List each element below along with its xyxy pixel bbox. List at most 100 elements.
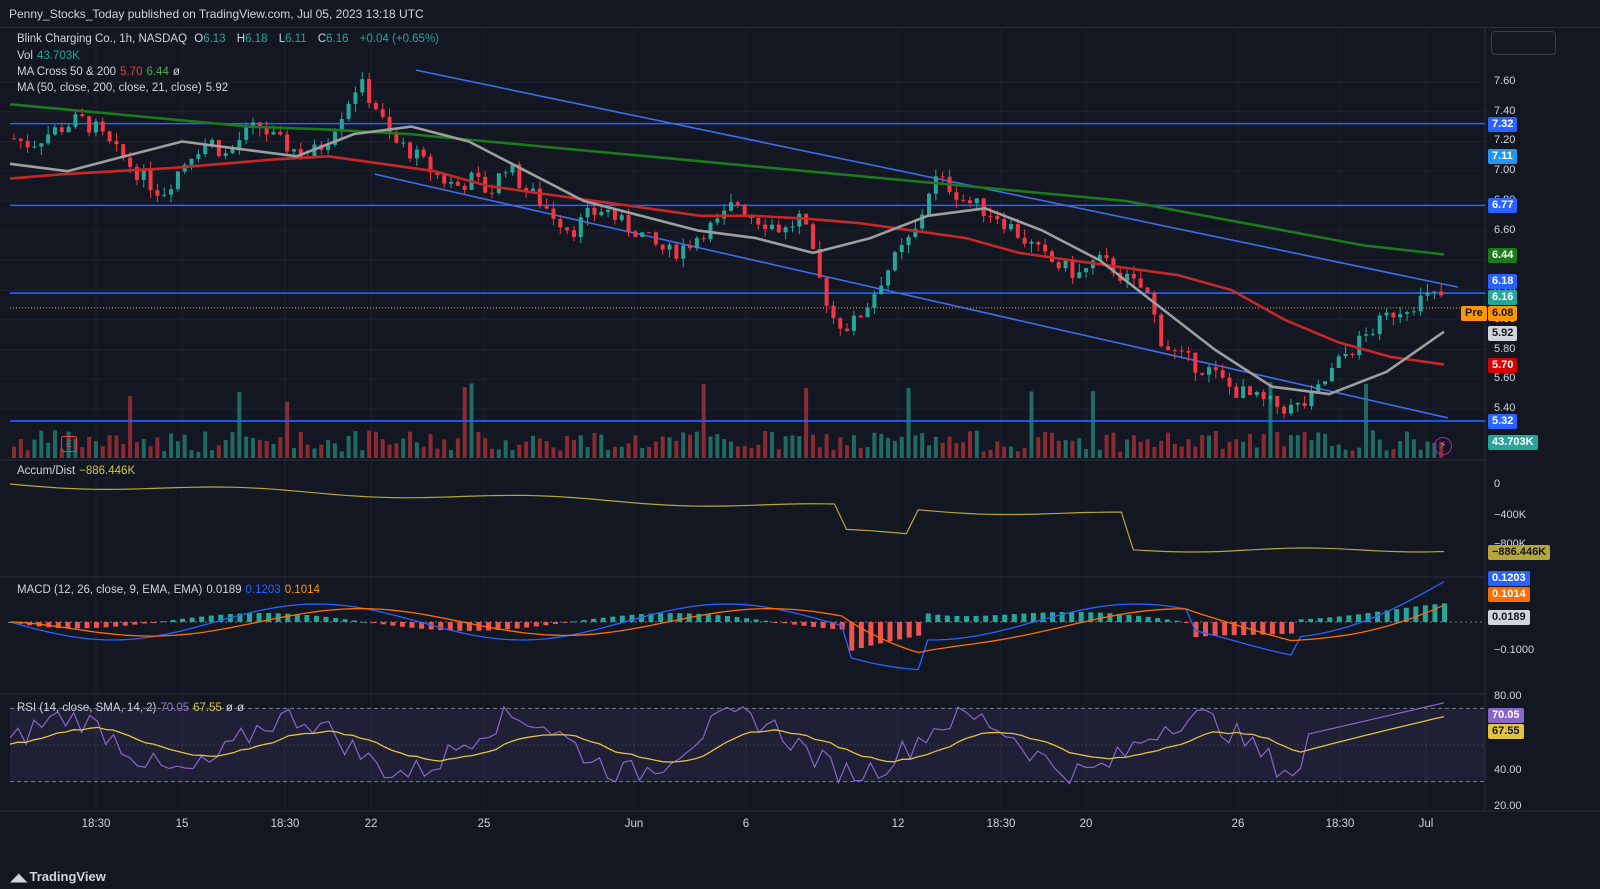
macd-histogram-bar	[1432, 604, 1438, 622]
macd-histogram-bar	[973, 615, 979, 622]
volume-bar	[674, 440, 679, 458]
macd-histogram-bar	[772, 622, 778, 623]
volume-bar	[1063, 440, 1068, 458]
candle-body	[954, 192, 959, 200]
macd-histogram-bar	[600, 617, 606, 622]
candle-body	[845, 328, 850, 331]
horizontal-levels[interactable]	[10, 122, 1485, 422]
candle-body	[1268, 395, 1273, 400]
volume-bar	[1207, 435, 1211, 458]
candle-body	[1070, 260, 1075, 278]
candle-body	[18, 138, 23, 141]
ma-line-2	[9, 125, 1445, 396]
macd-histogram-bar	[1193, 622, 1199, 637]
volume-bar	[633, 435, 638, 458]
volume-bar	[1159, 440, 1164, 458]
flash-icon[interactable]: ⚡	[1434, 437, 1452, 455]
volume-bar	[899, 436, 904, 458]
macd-histogram-bar	[1241, 622, 1247, 635]
ma-cross-legend[interactable]: MA Cross 50 & 200 5.70 6.44 ø	[17, 66, 180, 78]
candle-body	[906, 236, 911, 245]
macd-histogram-bar	[562, 622, 568, 623]
volume-bar	[1015, 451, 1020, 458]
candle-body	[831, 305, 836, 319]
candle-body	[981, 198, 986, 216]
macd-histogram-bar	[399, 622, 405, 627]
ma-legend[interactable]: MA (50, close, 200, close, 21, close) 5.9…	[17, 82, 229, 94]
macd-histogram-bar	[1413, 606, 1419, 622]
candle-body	[128, 157, 133, 167]
macd-histogram-bar	[457, 622, 463, 631]
macd-histogram-bar	[1097, 612, 1103, 622]
tradingview-logo[interactable]: ◢◣ TradingView	[10, 869, 106, 884]
macd-histogram-bar	[46, 622, 52, 628]
candle-body	[688, 245, 693, 249]
macd-histogram-bar	[486, 622, 491, 631]
volume-bar	[517, 444, 522, 458]
macd-histogram-bar	[1078, 612, 1084, 622]
volume-bar	[128, 396, 133, 458]
volume-bar	[449, 449, 454, 458]
volume-bar	[230, 432, 235, 458]
time-tick-label: 6	[742, 818, 750, 830]
candle-body	[66, 126, 71, 133]
candle-body	[278, 131, 283, 135]
price-tick-label: 6.60	[1494, 223, 1516, 236]
tradingview-mark-icon: ◢◣	[10, 870, 27, 884]
trend-channel[interactable]	[374, 69, 1459, 419]
candle-body	[599, 211, 604, 215]
symbol-name[interactable]: Blink Charging Co., 1h, NASDAQ	[17, 33, 188, 45]
volume-bar	[251, 438, 255, 458]
candle-body	[1336, 356, 1341, 368]
volume-bar	[175, 441, 180, 458]
macd-histogram-bar	[170, 619, 176, 622]
macd-histogram-bar	[380, 622, 386, 625]
scale-settings-button[interactable]	[1491, 31, 1556, 55]
chart-canvas[interactable]	[0, 0, 1600, 862]
ma21-badge: 5.92	[1488, 326, 1518, 341]
candle-body	[1063, 260, 1068, 269]
candle-body	[80, 114, 85, 117]
candle-body	[838, 318, 843, 329]
candle-body	[742, 204, 747, 215]
candle-body	[237, 139, 242, 149]
volume-bar	[1104, 434, 1109, 458]
candle-body	[565, 227, 570, 231]
candle-body	[892, 252, 897, 271]
panel-dividers	[0, 27, 1600, 812]
time-tick-label: Jul	[1418, 818, 1434, 830]
candle-body	[223, 153, 228, 157]
volume-bar	[1377, 439, 1382, 458]
candle-body	[851, 315, 856, 331]
volume-bars	[12, 382, 1444, 458]
macd-legend[interactable]: MACD (12, 26, close, 9, EMA, EMA) 0.0189 0…	[17, 584, 320, 596]
volume-bar	[476, 431, 481, 458]
earnings-icon[interactable]: E	[61, 436, 77, 452]
candle-body	[1377, 315, 1382, 335]
candle-body	[879, 285, 884, 295]
volume-bar	[59, 448, 64, 458]
macd-histogram-bar	[476, 622, 482, 631]
volume-bar	[688, 434, 693, 458]
volume-bar	[1227, 441, 1232, 458]
candle-body	[360, 79, 365, 93]
macd-histogram-bar	[1289, 622, 1295, 634]
volume-bar	[203, 431, 208, 458]
candle-body	[619, 215, 624, 220]
candle-body	[783, 227, 788, 233]
volume-bar	[360, 450, 365, 458]
accum-legend[interactable]: Accum/Dist −886.446K	[17, 465, 136, 477]
candle-body	[1022, 237, 1027, 244]
published-info: Penny_Stocks_Today published on TradingV…	[9, 7, 424, 21]
volume-bar	[961, 442, 966, 458]
candle-body	[530, 188, 535, 191]
volume-bar	[114, 435, 119, 458]
candle-body	[1104, 254, 1109, 259]
top-bar: Penny_Stocks_Today published on TradingV…	[0, 0, 1600, 28]
candle-body	[988, 215, 993, 217]
volume-bar	[1145, 439, 1150, 458]
macd-histogram-bar	[1327, 617, 1333, 622]
rsi-legend[interactable]: RSI (14, close, SMA, 14, 2) 70.05 67.55 ø ø	[17, 702, 244, 714]
volume-bar	[380, 439, 385, 458]
volume-bar	[1370, 430, 1375, 458]
